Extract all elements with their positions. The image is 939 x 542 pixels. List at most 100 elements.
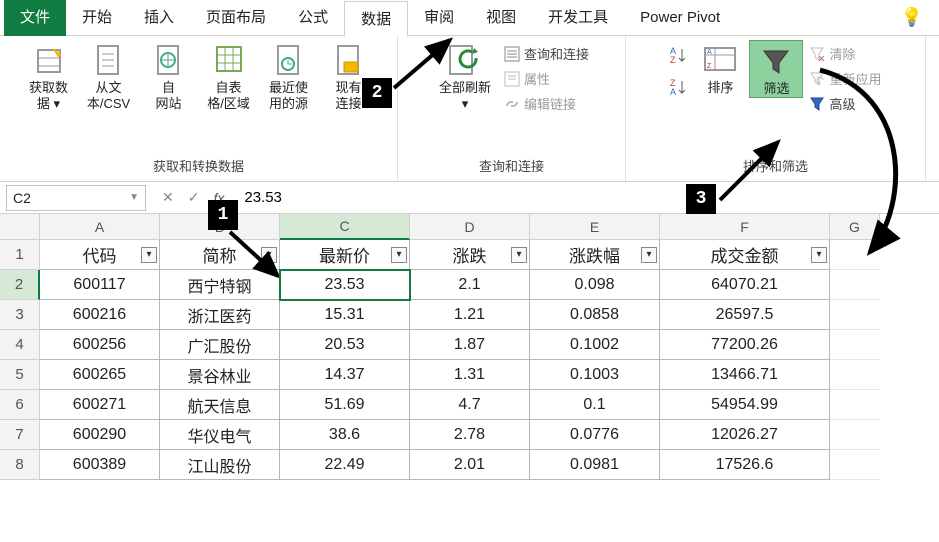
cell[interactable]: 0.098: [530, 270, 660, 300]
cell[interactable]: 0.0981: [530, 450, 660, 480]
cell[interactable]: 20.53: [280, 330, 410, 360]
row-7[interactable]: 7: [0, 420, 40, 450]
tell-me-icon[interactable]: 💡: [901, 7, 935, 28]
btn-sort[interactable]: AZ 排序: [695, 40, 745, 96]
cell[interactable]: 2.78: [410, 420, 530, 450]
cell[interactable]: 17526.6: [660, 450, 830, 480]
cell[interactable]: 1.87: [410, 330, 530, 360]
cell[interactable]: 14.37: [280, 360, 410, 390]
cell[interactable]: 600389: [40, 450, 160, 480]
btn-advanced[interactable]: 高级: [807, 92, 883, 115]
cell[interactable]: 54954.99: [660, 390, 830, 420]
col-C[interactable]: C: [280, 214, 410, 240]
filter-dropdown-icon[interactable]: ▾: [811, 247, 827, 263]
tab-dev[interactable]: 开发工具: [532, 0, 624, 36]
formula-input[interactable]: [234, 185, 939, 211]
cell[interactable]: 江山股份: [160, 450, 280, 480]
tab-view[interactable]: 视图: [470, 0, 532, 36]
select-all-corner[interactable]: [0, 214, 40, 240]
btn-from-csv[interactable]: 从文 本/CSV: [81, 40, 137, 113]
cell[interactable]: 2.1: [410, 270, 530, 300]
row-5[interactable]: 5: [0, 360, 40, 390]
cell[interactable]: 12026.27: [660, 420, 830, 450]
cell[interactable]: 26597.5: [660, 300, 830, 330]
cell[interactable]: 22.49: [280, 450, 410, 480]
cell[interactable]: 0.1002: [530, 330, 660, 360]
cell[interactable]: 600265: [40, 360, 160, 390]
cell[interactable]: 13466.71: [660, 360, 830, 390]
cell[interactable]: 2.01: [410, 450, 530, 480]
cell[interactable]: 西宁特钢: [160, 270, 280, 300]
btn-sort-desc[interactable]: ZA: [667, 76, 689, 98]
tab-layout[interactable]: 页面布局: [190, 0, 282, 36]
cell[interactable]: 600216: [40, 300, 160, 330]
btn-queries-connections[interactable]: 查询和连接: [502, 42, 591, 65]
cell[interactable]: 4.7: [410, 390, 530, 420]
col-G[interactable]: G: [830, 214, 880, 240]
col-D[interactable]: D: [410, 214, 530, 240]
cell[interactable]: 航天信息: [160, 390, 280, 420]
row-3[interactable]: 3: [0, 300, 40, 330]
header-cell[interactable]: 成交金额▾: [660, 240, 830, 270]
row-6[interactable]: 6: [0, 390, 40, 420]
header-cell[interactable]: 代码▾: [40, 240, 160, 270]
cell[interactable]: 1.21: [410, 300, 530, 330]
tab-data[interactable]: 数据: [344, 1, 408, 37]
row-1[interactable]: 1: [0, 240, 40, 270]
cell[interactable]: 600290: [40, 420, 160, 450]
tab-formula[interactable]: 公式: [282, 0, 344, 36]
cell[interactable]: 景谷林业: [160, 360, 280, 390]
row-4[interactable]: 4: [0, 330, 40, 360]
cell[interactable]: 51.69: [280, 390, 410, 420]
btn-filter[interactable]: 筛选: [749, 40, 803, 98]
cell[interactable]: 1.31: [410, 360, 530, 390]
name-box[interactable]: C2 ▼: [6, 185, 146, 211]
header-cell[interactable]: 最新价▾: [280, 240, 410, 270]
tab-file[interactable]: 文件: [4, 0, 66, 36]
cell[interactable]: 64070.21: [660, 270, 830, 300]
btn-properties[interactable]: 属性: [502, 67, 591, 90]
btn-clear[interactable]: 清除: [807, 42, 883, 65]
row-2[interactable]: 2: [0, 270, 40, 300]
col-A[interactable]: A: [40, 214, 160, 240]
filter-dropdown-icon[interactable]: ▾: [141, 247, 157, 263]
tab-review[interactable]: 审阅: [408, 0, 470, 36]
col-E[interactable]: E: [530, 214, 660, 240]
cell[interactable]: 0.1: [530, 390, 660, 420]
dropdown-icon[interactable]: ▼: [129, 192, 139, 203]
tab-powerpivot[interactable]: Power Pivot: [624, 0, 736, 36]
btn-edit-links[interactable]: 编辑链接: [502, 92, 591, 115]
cell[interactable]: 0.1003: [530, 360, 660, 390]
cell[interactable]: 600271: [40, 390, 160, 420]
row-8[interactable]: 8: [0, 450, 40, 480]
btn-from-table[interactable]: 自表 格/区域: [201, 40, 257, 113]
cell[interactable]: 600256: [40, 330, 160, 360]
cell[interactable]: 0.0776: [530, 420, 660, 450]
filter-dropdown-icon[interactable]: ▾: [641, 247, 657, 263]
filter-dropdown-icon[interactable]: ▾: [391, 247, 407, 263]
btn-get-data[interactable]: 获取数 据 ▾: [21, 40, 77, 113]
header-cell[interactable]: 涨跌▾: [410, 240, 530, 270]
cell[interactable]: 15.31: [280, 300, 410, 330]
btn-from-web[interactable]: 自 网站: [141, 40, 197, 113]
btn-refresh-all[interactable]: 全部刷新 ▾: [432, 40, 498, 113]
cell[interactable]: 0.0858: [530, 300, 660, 330]
cell[interactable]: 广汇股份: [160, 330, 280, 360]
confirm-icon[interactable]: ✓: [188, 189, 200, 206]
btn-sort-asc[interactable]: AZ: [667, 44, 689, 66]
btn-reapply[interactable]: 重新应用: [807, 67, 883, 90]
filter-dropdown-icon[interactable]: ▾: [511, 247, 527, 263]
filter-dropdown-icon[interactable]: ▾: [261, 247, 277, 263]
cell[interactable]: 600117: [40, 270, 160, 300]
cell[interactable]: 77200.26: [660, 330, 830, 360]
cell[interactable]: 38.6: [280, 420, 410, 450]
cell[interactable]: 浙江医药: [160, 300, 280, 330]
btn-recent[interactable]: 最近使 用的源: [261, 40, 317, 113]
col-F[interactable]: F: [660, 214, 830, 240]
tab-home[interactable]: 开始: [66, 0, 128, 36]
cancel-icon[interactable]: ✕: [162, 189, 174, 206]
header-cell[interactable]: 涨跌幅▾: [530, 240, 660, 270]
cell[interactable]: 华仪电气: [160, 420, 280, 450]
cell[interactable]: 23.53: [280, 270, 410, 300]
header-cell[interactable]: 简称▾: [160, 240, 280, 270]
